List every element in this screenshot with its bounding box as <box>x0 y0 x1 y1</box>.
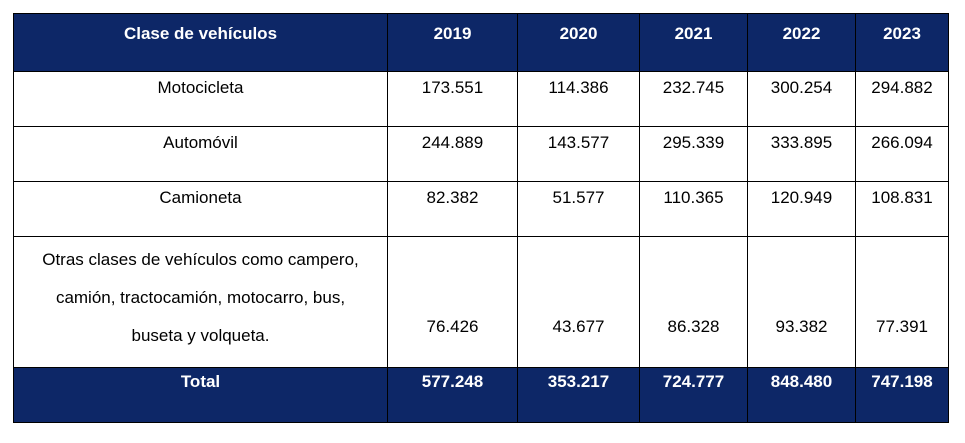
table-row-otras-clases: Otras clases de vehículos como campero, … <box>13 236 949 368</box>
cell-value: 294.882 <box>855 71 949 127</box>
cell-value: 114.386 <box>517 71 640 127</box>
cell-value: 93.382 <box>747 236 856 368</box>
row-label-line: Otras clases de vehículos como campero, <box>42 250 359 269</box>
vehicle-class-table: Clase de vehículos 2019 2020 2021 2022 2… <box>13 13 949 423</box>
row-label: Camioneta <box>13 181 388 237</box>
table-row-automovil: Automóvil 244.889 143.577 295.339 333.89… <box>13 126 949 182</box>
row-label-line: camión, tractocamión, motocarro, bus, <box>55 288 346 307</box>
total-value: 577.248 <box>387 367 518 423</box>
header-cell-2022: 2022 <box>747 13 856 72</box>
total-value: 747.198 <box>855 367 949 423</box>
header-cell-2021: 2021 <box>639 13 748 72</box>
cell-value: 77.391 <box>855 236 949 368</box>
row-label-line: buseta y volqueta. <box>131 326 270 345</box>
cell-value: 82.382 <box>387 181 518 237</box>
cell-value: 110.365 <box>639 181 748 237</box>
cell-value: 173.551 <box>387 71 518 127</box>
total-value: 848.480 <box>747 367 856 423</box>
row-label: Automóvil <box>13 126 388 182</box>
cell-value: 232.745 <box>639 71 748 127</box>
total-row: Total 577.248 353.217 724.777 848.480 74… <box>13 367 949 423</box>
header-cell-vehicle-class: Clase de vehículos <box>13 13 388 72</box>
cell-value: 143.577 <box>517 126 640 182</box>
cell-value: 333.895 <box>747 126 856 182</box>
cell-value: 86.328 <box>639 236 748 368</box>
cell-value: 76.426 <box>387 236 518 368</box>
header-cell-2020: 2020 <box>517 13 640 72</box>
cell-value: 244.889 <box>387 126 518 182</box>
cell-value: 120.949 <box>747 181 856 237</box>
header-cell-2019: 2019 <box>387 13 518 72</box>
cell-value: 295.339 <box>639 126 748 182</box>
cell-value: 266.094 <box>855 126 949 182</box>
table-row-camioneta: Camioneta 82.382 51.577 110.365 120.949 … <box>13 181 949 237</box>
cell-value: 300.254 <box>747 71 856 127</box>
cell-value: 108.831 <box>855 181 949 237</box>
total-value: 724.777 <box>639 367 748 423</box>
header-row: Clase de vehículos 2019 2020 2021 2022 2… <box>13 13 949 72</box>
row-label: Motocicleta <box>13 71 388 127</box>
row-label: Otras clases de vehículos como campero, … <box>13 236 388 368</box>
cell-value: 43.677 <box>517 236 640 368</box>
total-value: 353.217 <box>517 367 640 423</box>
total-label: Total <box>13 367 388 423</box>
table-row-motocicleta: Motocicleta 173.551 114.386 232.745 300.… <box>13 71 949 127</box>
cell-value: 51.577 <box>517 181 640 237</box>
header-cell-2023: 2023 <box>855 13 949 72</box>
